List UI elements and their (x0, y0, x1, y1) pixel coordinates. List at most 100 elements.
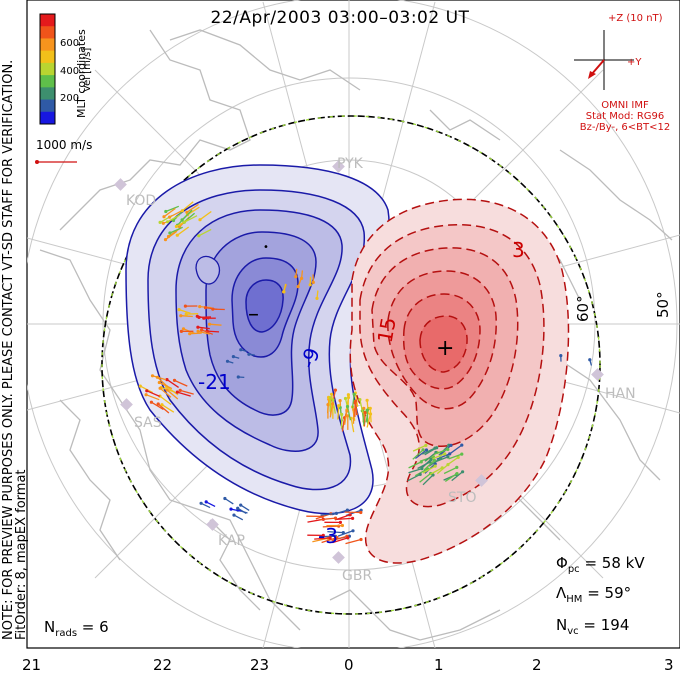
velocity-vector-origin (365, 408, 369, 412)
imf-info: OMNI IMF Stat Mod: RG96 Bz-/By-, 6<BT<12 (570, 100, 680, 133)
velocity-vector (436, 453, 450, 460)
velocity-vector (205, 501, 216, 507)
velocity-vector-origin (333, 516, 338, 520)
page-title: 22/Apr/2003 03:00–03:02 UT (210, 8, 470, 28)
colorbar-tick-600: 600 (60, 38, 80, 49)
velocity-vector (428, 457, 441, 467)
colorbar-swatch (40, 38, 55, 52)
velocity-vector-origin (338, 399, 342, 403)
velocity-vector-origin (175, 390, 179, 394)
velocity-vector-origin (351, 529, 355, 533)
velocity-vector-origin (207, 322, 212, 326)
min-marker: – (248, 302, 259, 327)
velocity-vector (337, 405, 340, 420)
velocity-vector (145, 394, 160, 401)
velocity-vector-origin (446, 455, 450, 459)
velocity-vector (181, 209, 193, 221)
velocity-vector (180, 389, 194, 395)
velocity-vector (422, 465, 436, 474)
mlt-label-2: 2 (532, 656, 542, 674)
velocity-vector-origin (330, 392, 334, 396)
velocity-vector-origin (333, 388, 337, 392)
velocity-vector-origin (165, 378, 169, 382)
colorbar-swatch (40, 62, 55, 76)
contour-label-m21: -21 (198, 370, 231, 394)
velocity-vector-origin (198, 218, 202, 222)
velocity-vector-origin (184, 312, 188, 316)
velocity-vector (174, 379, 188, 387)
velocity-vector-origin (197, 234, 201, 238)
velocity-vector (332, 537, 348, 544)
colorbar-swatch (40, 26, 55, 39)
velocity-vector-origin (200, 328, 204, 332)
velocity-vector-origin (419, 460, 423, 464)
velocity-vector-origin (433, 464, 437, 468)
velocity-vector (159, 387, 172, 398)
velocity-vector-origin (163, 238, 168, 242)
velocity-vector (346, 406, 352, 421)
velocity-vector-origin (308, 283, 312, 287)
velocity-vector (176, 226, 190, 236)
velocity-vector (366, 413, 372, 428)
velocity-vector-origin (351, 516, 355, 521)
velocity-vector (332, 399, 336, 414)
velocity-vector (321, 536, 338, 544)
velocity-vector-origin (232, 513, 236, 517)
velocity-vector-origin (179, 314, 183, 318)
velocity-vector (152, 375, 167, 381)
velocity-vector (327, 530, 344, 534)
velocity-vector-origin (353, 401, 357, 405)
colorbar-swatch (40, 87, 55, 101)
velocity-vector-origin (150, 374, 155, 378)
velocity-vector-origin (330, 402, 335, 406)
velocity-vector-origin (166, 234, 171, 239)
colorbar-swatch (40, 14, 55, 27)
phi-pc-value: 58 kV (601, 554, 645, 572)
velocity-vector (237, 507, 247, 514)
velocity-vector (201, 329, 214, 335)
colorbar-swatch (40, 50, 55, 64)
velocity-vector-origin (296, 285, 300, 289)
velocity-vector-origin (165, 220, 170, 224)
velocity-vector (224, 497, 234, 505)
colorbar-swatch (40, 99, 55, 113)
velocity-vector (434, 448, 449, 455)
imf-vector (590, 59, 605, 76)
reference-vector-label: 1000 m/s (36, 138, 93, 152)
velocity-vector-origin (449, 443, 453, 447)
velocity-vector (167, 214, 181, 223)
station-label-gbr: GBR (342, 568, 373, 584)
contour-label-15: 15 (372, 315, 401, 345)
pole-marker: • (263, 242, 269, 253)
velocity-vector (343, 410, 348, 425)
mlt-label-1: 1 (434, 656, 444, 674)
velocity-vector-origin (179, 329, 183, 333)
velocity-vector (178, 308, 191, 314)
colorbar-tick-200: 200 (60, 93, 80, 104)
velocity-vector-origin (461, 470, 465, 474)
velocity-vector (180, 315, 193, 318)
velocity-vector-origin (433, 446, 437, 450)
velocity-vector (408, 461, 422, 469)
phi-pc-stat: Φpc = 58 kV (556, 554, 645, 575)
velocity-vector-origin (149, 400, 153, 404)
velocity-vector (163, 207, 176, 218)
mlt-label-0: 0 (344, 656, 354, 674)
velocity-vector-origin (198, 305, 202, 309)
velocity-vector-origin (165, 388, 169, 392)
mlt-label-23: 23 (250, 656, 270, 674)
velocity-vector-origin (174, 224, 178, 229)
lambda-hm-stat: ΛHM = 59° (556, 584, 632, 605)
velocity-vector (331, 535, 348, 542)
velocity-vector (161, 404, 175, 413)
velocity-vector (450, 444, 463, 454)
velocity-vector (366, 400, 370, 415)
velocity-vector-origin (429, 457, 433, 462)
velocity-vectors (138, 201, 593, 545)
velocity-vector-origin (359, 510, 363, 515)
velocity-vector (422, 447, 436, 455)
velocity-vector (345, 538, 362, 545)
velocity-vector-origin (236, 375, 240, 379)
velocity-vector-origin (182, 220, 187, 224)
mlt-label-22: 22 (153, 656, 173, 674)
